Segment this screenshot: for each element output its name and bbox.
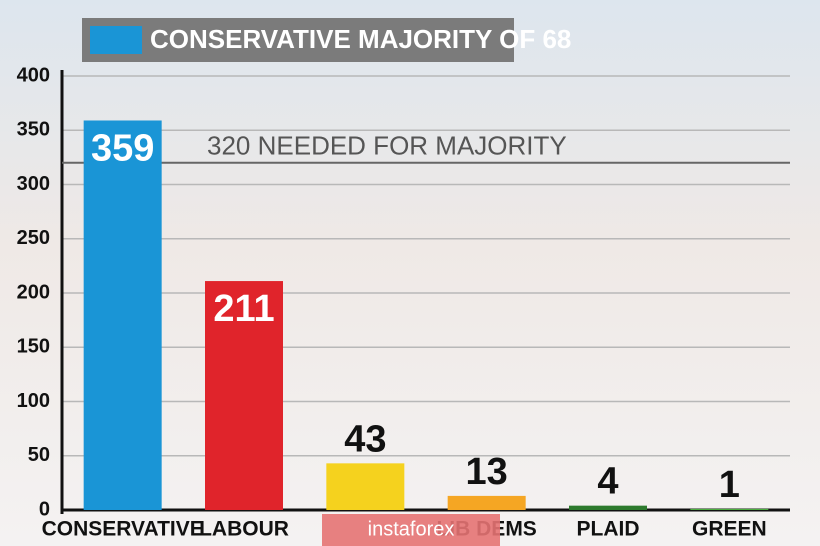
y-tick-label: 100 xyxy=(17,390,50,412)
bar xyxy=(83,120,162,511)
watermark: instaforex xyxy=(368,518,455,540)
watermark-box xyxy=(322,514,500,546)
y-tick-label: 200 xyxy=(17,281,50,303)
y-tick-label: 50 xyxy=(28,444,50,466)
x-tick-label: PLAID xyxy=(577,518,640,541)
y-tick-label: 0 xyxy=(39,498,50,520)
title-swatch xyxy=(90,26,142,54)
bar xyxy=(326,463,405,510)
y-tick-label: 350 xyxy=(17,119,50,141)
reference-label: 320 NEEDED FOR MAJORITY xyxy=(207,131,567,161)
x-tick-label: CONSERVATIVE xyxy=(42,518,204,541)
bar xyxy=(569,505,647,510)
chart-title: CONSERVATIVE MAJORITY OF 68 xyxy=(150,24,571,54)
value-label: 1 xyxy=(719,464,740,506)
value-label: 359 xyxy=(91,128,154,170)
x-tick-label: LABOUR xyxy=(199,518,289,541)
y-tick-label: 400 xyxy=(17,64,50,86)
value-label: 13 xyxy=(466,451,508,493)
y-tick-label: 250 xyxy=(17,227,50,249)
bar xyxy=(447,495,526,510)
bar xyxy=(205,281,283,510)
bar xyxy=(690,508,769,510)
value-label: 211 xyxy=(213,288,274,330)
title-box xyxy=(82,18,514,62)
y-tick-label: 300 xyxy=(17,173,50,195)
value-label: 4 xyxy=(597,461,618,503)
y-tick-label: 150 xyxy=(17,336,50,358)
x-tick-label: GREEN xyxy=(692,518,767,541)
value-label: 43 xyxy=(344,418,386,460)
